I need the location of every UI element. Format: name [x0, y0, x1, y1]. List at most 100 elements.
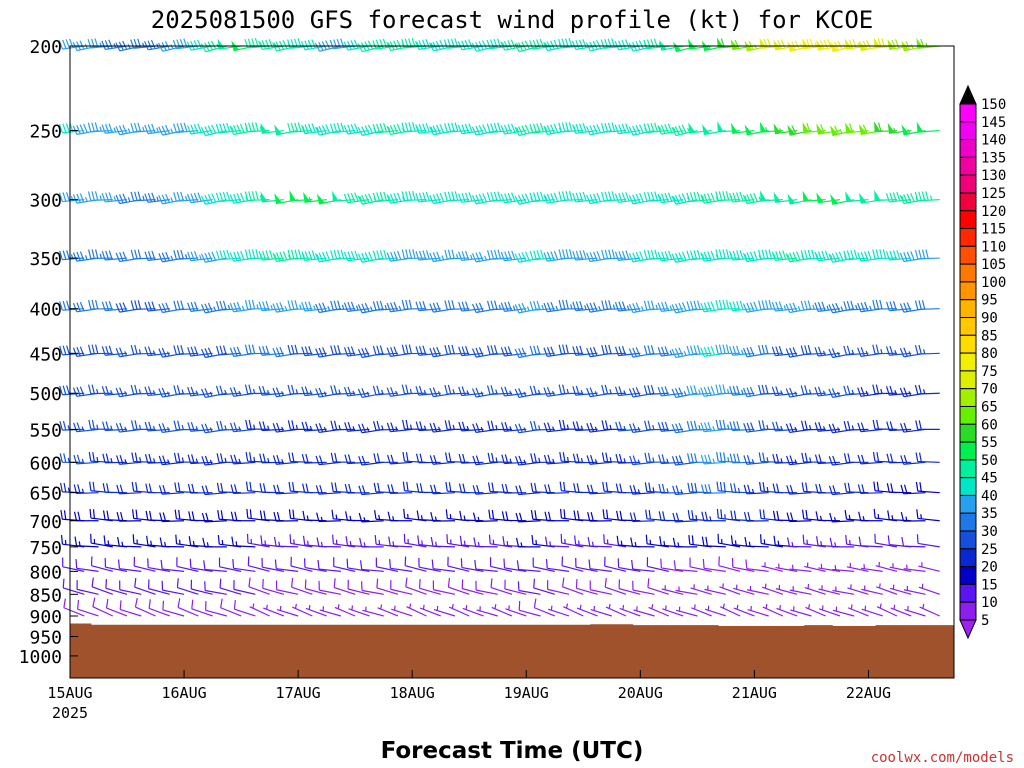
y-tick-label: 550 — [29, 420, 62, 441]
colorbar-label: 120 — [981, 204, 1006, 220]
wind-barb — [558, 419, 584, 430]
wind-barb — [601, 191, 627, 202]
wind-barb — [700, 192, 726, 204]
wind-barb — [744, 536, 769, 548]
wind-barb — [846, 562, 869, 572]
wind-barb — [518, 601, 541, 617]
wind-barb — [276, 605, 299, 617]
wind-barb — [487, 452, 513, 463]
wind-barb — [404, 556, 427, 572]
wind-barb — [144, 192, 170, 203]
wind-barb — [232, 559, 256, 572]
wind-barb — [147, 558, 170, 572]
wind-barb — [790, 606, 812, 617]
wind-barb — [916, 121, 940, 133]
wind-barb — [844, 482, 869, 494]
wind-barb — [246, 533, 270, 548]
colorbar-label: 130 — [981, 168, 1006, 184]
wind-barb — [729, 421, 755, 432]
wind-barb — [272, 251, 299, 263]
wind-barb — [657, 386, 684, 397]
wind-barb — [87, 191, 113, 202]
wind-barb — [102, 483, 128, 494]
wind-barb — [358, 512, 384, 523]
wind-barb — [619, 605, 641, 617]
wind-barb — [130, 249, 156, 260]
wind-barb — [302, 483, 327, 494]
colorbar-label: 75 — [981, 364, 998, 380]
y-tick-label: 250 — [29, 122, 62, 143]
wind-barb — [315, 124, 342, 136]
wind-barb — [402, 419, 427, 430]
wind-barb — [330, 345, 356, 356]
wind-barb — [815, 511, 840, 522]
wind-barb — [462, 605, 484, 617]
wind-barb — [429, 484, 455, 495]
wind-barb — [603, 534, 627, 548]
wind-barb — [529, 122, 555, 134]
wind-barb — [657, 346, 684, 357]
wind-barb — [588, 559, 612, 572]
wind-barb — [804, 583, 826, 595]
wind-barb — [274, 559, 299, 572]
wind-barb — [105, 579, 128, 595]
wind-barb — [148, 599, 171, 617]
wind-barb — [515, 537, 541, 548]
wind-barb — [101, 345, 128, 356]
colorbar-label: 45 — [981, 471, 998, 487]
wind-barb — [776, 605, 798, 617]
wind-barb — [91, 577, 113, 595]
wind-barb — [303, 558, 327, 572]
wind-barb — [601, 300, 627, 311]
colorbar-swatch — [959, 548, 977, 568]
wind-barb — [486, 122, 513, 134]
wind-barb — [446, 534, 470, 548]
wind-barb — [614, 250, 641, 261]
wind-barb — [529, 420, 555, 431]
y-tick-label: 350 — [29, 249, 62, 270]
wind-barb — [545, 559, 570, 572]
wind-barb — [144, 250, 170, 261]
wind-barb — [373, 482, 398, 494]
wind-barb — [288, 452, 313, 463]
wind-barb — [687, 482, 712, 494]
wind-barb — [758, 300, 783, 311]
wind-barb — [715, 190, 741, 202]
wind-barb — [73, 422, 99, 433]
wind-barb — [272, 454, 299, 465]
chart-title: 2025081500 GFS forecast wind profile (kt… — [151, 6, 873, 34]
wind-barb — [657, 301, 684, 312]
wind-barb — [745, 559, 769, 572]
wind-barb — [348, 605, 370, 617]
wind-barb — [401, 299, 427, 310]
wind-barb — [476, 606, 498, 617]
wind-barb — [229, 250, 256, 262]
wind-barb — [415, 421, 441, 432]
wind-barb — [472, 484, 498, 495]
wind-barb — [914, 384, 940, 395]
wind-barb — [601, 249, 627, 260]
wind-barb — [389, 559, 413, 572]
wind-barb — [558, 249, 584, 260]
wind-barb — [885, 250, 912, 261]
wind-barb — [918, 562, 940, 572]
wind-barb — [215, 300, 242, 311]
wind-barb — [872, 299, 897, 310]
wind-barb — [244, 384, 270, 395]
wind-barb — [415, 191, 441, 203]
wind-barb — [885, 301, 912, 312]
wind-barb — [617, 558, 641, 572]
wind-barb — [244, 344, 270, 355]
wind-barb — [289, 534, 313, 548]
wind-barb — [233, 599, 256, 617]
wind-barb — [843, 453, 869, 463]
wind-barb — [818, 585, 841, 595]
wind-barb — [760, 534, 783, 548]
wind-barb — [58, 191, 85, 203]
wind-barb — [332, 190, 356, 202]
wind-barb — [828, 485, 855, 496]
wind-barb — [59, 385, 85, 396]
wind-barb — [671, 124, 698, 137]
wind-barb — [73, 484, 99, 495]
wind-barb — [415, 345, 441, 356]
